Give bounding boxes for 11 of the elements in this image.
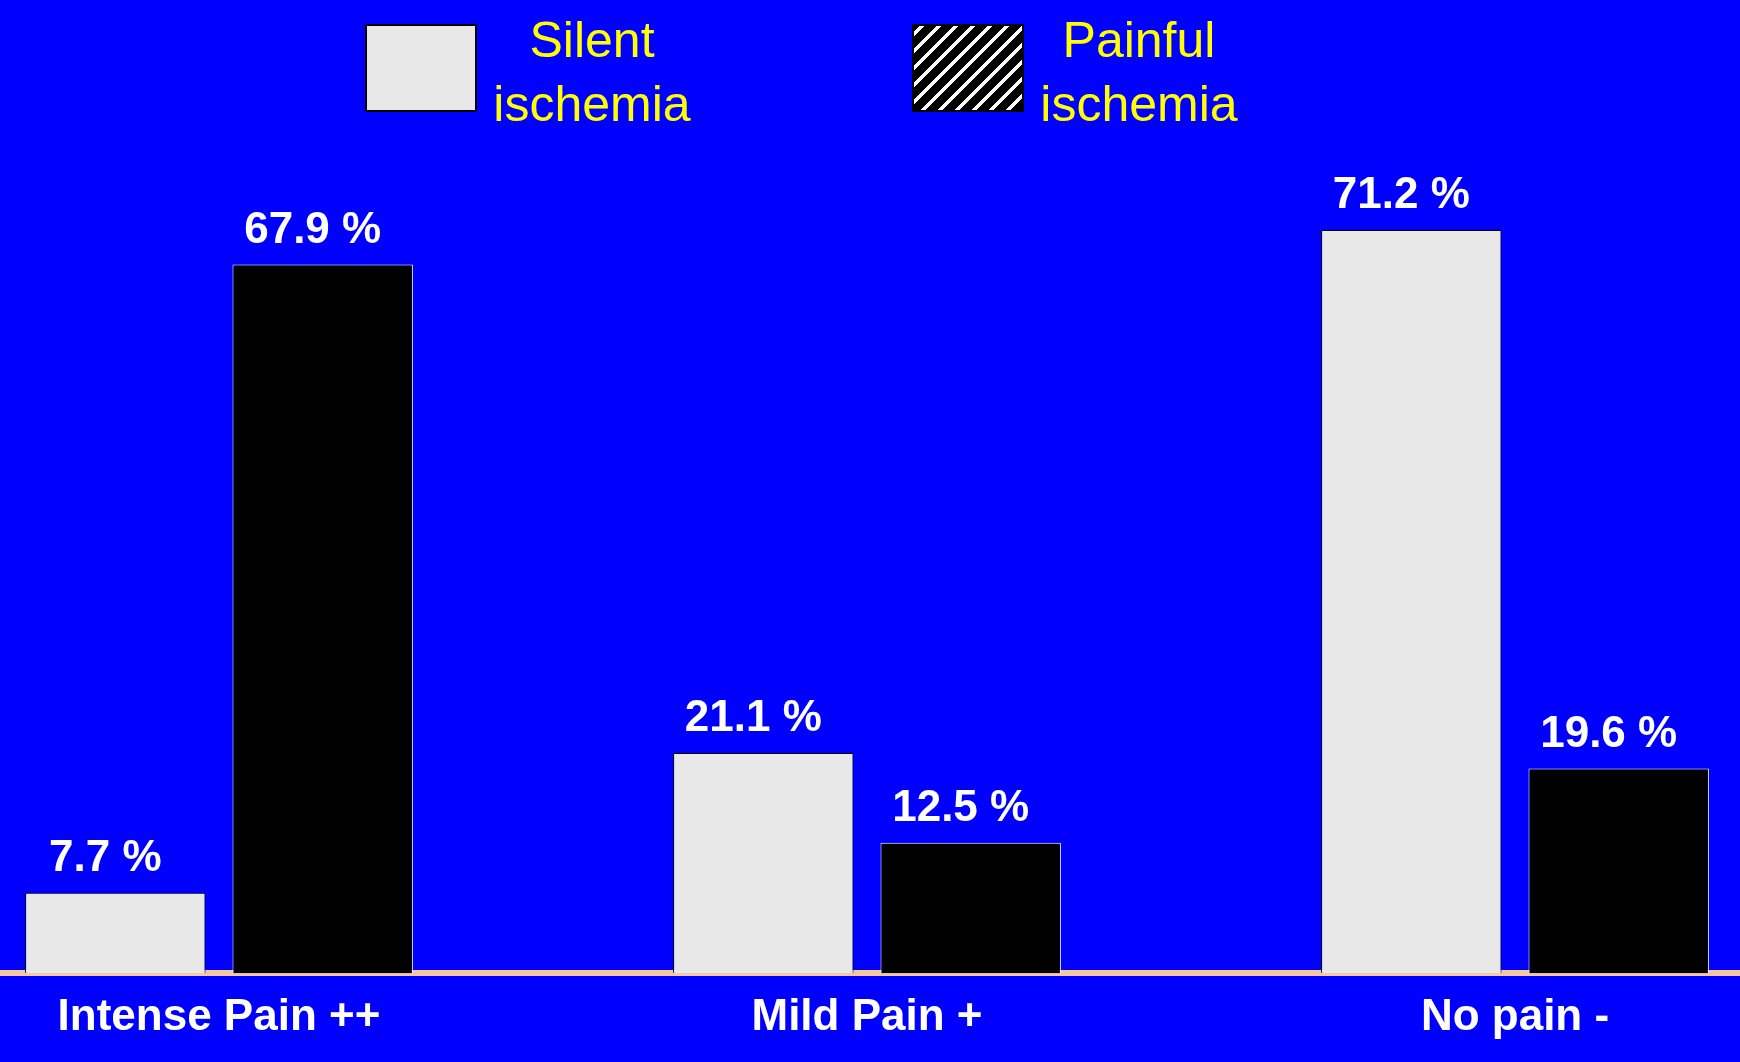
data-label: 19.6 %: [1540, 706, 1678, 756]
data-label: 12.5 %: [892, 780, 1030, 830]
data-label: 7.7 %: [49, 830, 162, 880]
data-label: 71.2 %: [1332, 168, 1470, 218]
legend-label: Silent ischemia: [492, 11, 692, 134]
legend-label: Painful ischemia: [1039, 11, 1239, 134]
x-tick-label: Mild Pain +: [751, 989, 983, 1039]
data-label: 67.9 %: [244, 202, 382, 252]
x-tick-label: No pain -: [1420, 989, 1610, 1039]
data-label: 21.1 %: [684, 691, 822, 741]
x-tick-label: Intense Pain ++: [57, 989, 381, 1039]
